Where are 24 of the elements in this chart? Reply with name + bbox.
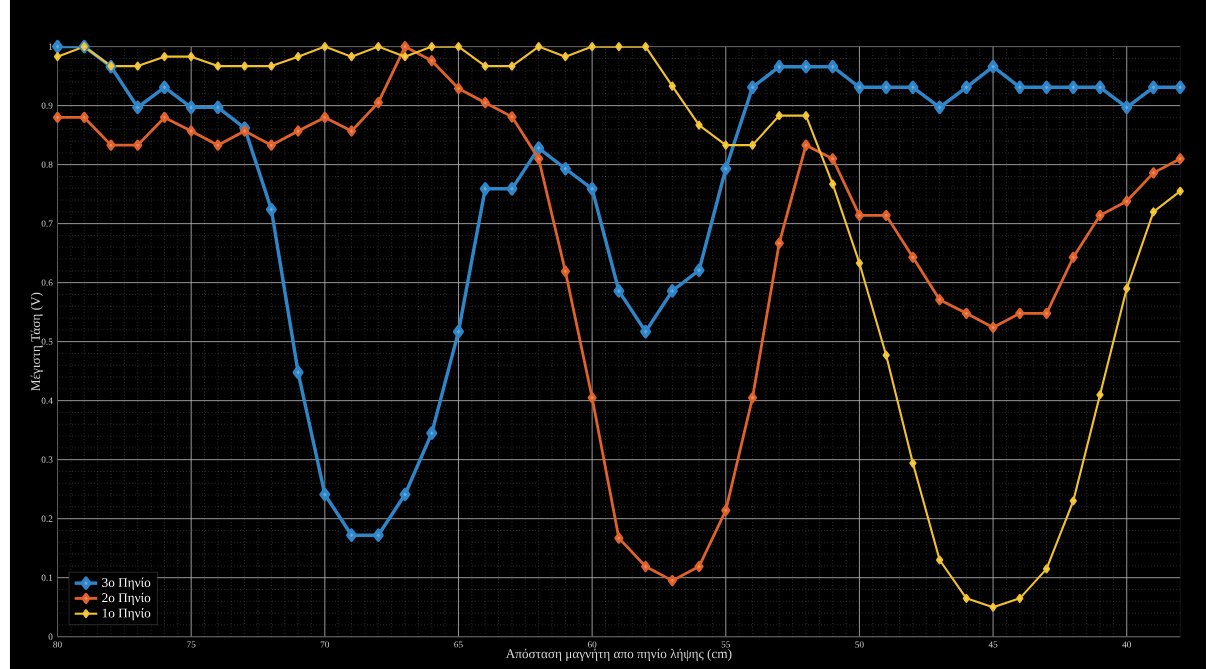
x-tick-label: 50 <box>855 641 864 648</box>
x-tick-label: 40 <box>1122 641 1132 648</box>
y-tick-label: 0.1 <box>41 574 53 581</box>
y-tick-label: 0.2 <box>41 515 53 522</box>
legend-label: 2ο Πηνίο <box>102 592 151 605</box>
x-tick-label: 55 <box>721 641 731 648</box>
x-tick-label: 75 <box>187 641 196 648</box>
legend-label: 1ο Πηνίο <box>102 607 151 620</box>
x-tick-label: 65 <box>454 641 463 648</box>
y-tick-label: 0.8 <box>41 161 53 168</box>
y-tick-label: 0.5 <box>41 338 53 345</box>
x-tick-label: 70 <box>320 641 330 648</box>
legend-label: 3ο Πηνίο <box>102 577 151 590</box>
x-tick-label: 45 <box>988 641 998 648</box>
y-tick-label: 0.4 <box>41 397 53 404</box>
y-tick-label: 0.7 <box>41 220 53 227</box>
x-axis-title: Απόσταση μαγνήτη απο πηνίο λήψης (cm) <box>505 648 732 661</box>
y-tick-label: 1 <box>49 43 53 50</box>
x-tick-label: 80 <box>53 641 62 648</box>
x-tick-label: 60 <box>587 641 597 648</box>
y-tick-label: 0.3 <box>41 456 53 463</box>
y-tick-label: 0 <box>48 633 53 640</box>
y-tick-label: 0.6 <box>41 279 53 286</box>
y-tick-label: 0.9 <box>41 102 53 109</box>
